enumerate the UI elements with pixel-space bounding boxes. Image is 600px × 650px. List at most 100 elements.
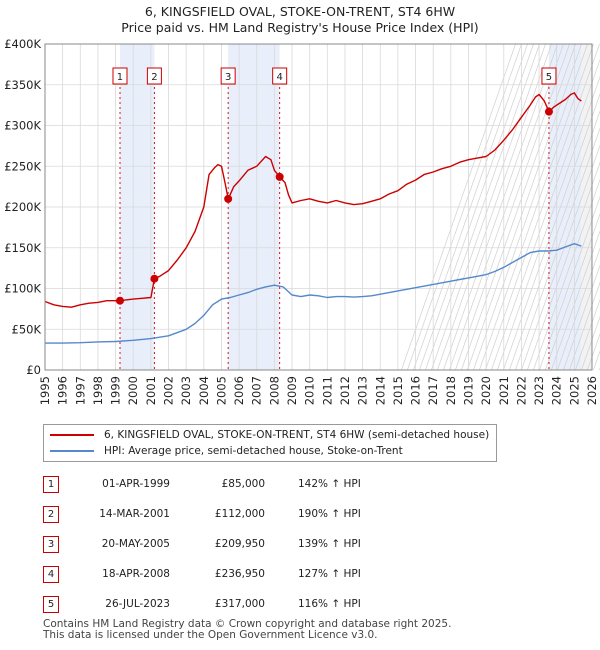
x-tick-label: 1999 [109,376,123,405]
x-tick-label: 2025 [567,376,581,405]
sale-number-badge: 5 [43,596,59,613]
sale-number-box [272,67,288,85]
sale-hpi-change: 127% ↑ HPI [298,568,361,580]
sale-number-badge: 1 [43,476,59,493]
sale-date: 14-MAR-2001 [99,508,170,520]
x-tick-label: 2005 [214,376,228,405]
x-tick-label: 2004 [197,376,211,405]
x-tick-label: 1997 [73,376,87,405]
legend-label-hpi: HPI: Average price, semi-detached house,… [104,445,403,457]
sale-number-badge: 3 [43,536,59,553]
forecast-hatch [557,247,600,371]
x-tick-label: 2024 [550,376,564,405]
x-tick-label: 2014 [373,376,387,405]
sale-date: 01-APR-1999 [102,478,170,490]
x-tick-label: 2011 [320,376,334,405]
sale-number-badge: 4 [43,566,59,583]
table-row: 2 14-MAR-2001 £112,000 190% ↑ HPI [0,504,600,524]
y-tick-label: £400K [4,37,41,51]
x-tick-label: 2020 [479,376,493,405]
table-row: 1 01-APR-1999 £85,000 142% ↑ HPI [0,474,600,494]
plot-frame [44,43,593,371]
x-tick-label: 2013 [356,376,370,405]
price-chart: 1 2 3 4 5 £0 £50K £100K £150K £200K £250K £300K £35… [4,37,600,405]
x-tick-label: 2007 [250,376,264,405]
sale-date: 20-MAY-2005 [101,538,170,550]
sale-point [224,194,233,203]
sale-number-label: 4 [276,72,282,83]
x-tick-label: 2026 [585,376,599,405]
y-tick-label: £250K [4,159,41,173]
x-tick-label: 2009 [285,376,299,405]
y-tick-label: £200K [4,200,41,214]
table-row: 5 26-JUL-2023 £317,000 116% ↑ HPI [0,594,600,614]
sale-hpi-change: 139% ↑ HPI [298,538,361,550]
forecast-hatch [539,195,600,371]
legend-label-property: 6, KINGSFIELD OVAL, STOKE-ON-TRENT, ST4 … [104,429,490,441]
x-tick-label: 2022 [514,376,528,405]
y-tick-label: £0 [26,363,41,377]
x-tick-label: 2010 [303,376,317,405]
x-tick-label: 2019 [461,376,475,405]
sale-number-label: 1 [117,72,123,83]
sale-point [115,296,124,305]
x-tick-label: 2015 [391,376,405,405]
hpi-line [45,243,582,344]
x-tick-label: 2012 [338,376,352,405]
footer-copyright: Contains HM Land Registry data © Crown c… [43,618,452,630]
forecast-hatch [545,212,600,371]
x-tick-label: 2006 [232,376,246,405]
forecast-hatch [563,264,600,371]
sale-price: £112,000 [214,508,265,520]
sale-date: 26-JUL-2023 [105,598,170,610]
sale-hpi-change: 142% ↑ HPI [298,478,361,490]
sale-point [544,107,553,116]
y-tick-label: £100K [4,282,41,296]
sale-number-label: 3 [225,72,231,83]
sale-price: £85,000 [221,478,265,490]
sale-price: £317,000 [214,598,265,610]
y-tick-label: £350K [4,78,41,92]
forecast-hatch [551,230,600,371]
sale-number-box [112,67,128,85]
footer-license: This data is licensed under the Open Gov… [43,629,378,641]
legend-swatch-hpi [50,450,94,452]
y-tick-label: £50K [12,322,42,336]
sale-number-badge: 2 [43,506,59,523]
x-tick-label: 2001 [144,376,158,405]
sale-point [275,172,284,181]
sale-price: £236,950 [214,568,265,580]
table-row: 4 18-APR-2008 £236,950 127% ↑ HPI [0,564,600,584]
chart-subtitle: Price paid vs. HM Land Registry's House … [121,20,479,35]
x-tick-label: 2023 [532,376,546,405]
legend-swatch-property [50,434,94,436]
x-tick-label: 1998 [91,376,105,405]
x-tick-label: 2017 [426,376,440,405]
sale-point [150,274,159,283]
x-tick-label: 2008 [267,376,281,405]
sale-date: 18-APR-2008 [102,568,170,580]
x-tick-label: 2016 [409,376,423,405]
forecast-hatch [569,281,600,371]
sale-number-label: 5 [546,72,552,83]
table-row: 3 20-MAY-2005 £209,950 139% ↑ HPI [0,534,600,554]
x-tick-label: 2002 [162,376,176,405]
sale-number-box [220,67,236,85]
x-tick-label: 2003 [179,376,193,405]
forecast-hatch [575,298,600,371]
sale-number-box [541,67,557,85]
x-tick-label: 1996 [56,376,70,405]
x-tick-label: 2000 [126,376,140,405]
sale-number-label: 2 [151,72,157,83]
footer-attribution: Contains HM Land Registry data © Crown c… [43,619,451,641]
x-tick-label: 2018 [444,376,458,405]
sale-price: £209,950 [214,538,265,550]
legend: 6, KINGSFIELD OVAL, STOKE-ON-TRENT, ST4 … [43,424,497,462]
sale-hpi-change: 190% ↑ HPI [298,508,361,520]
x-tick-label: 1995 [38,376,52,405]
x-tick-label: 2021 [497,376,511,405]
property-price-line [44,92,582,308]
sale-number-box [146,67,162,85]
sale-hpi-change: 116% ↑ HPI [298,598,361,610]
y-tick-label: £150K [4,241,41,255]
